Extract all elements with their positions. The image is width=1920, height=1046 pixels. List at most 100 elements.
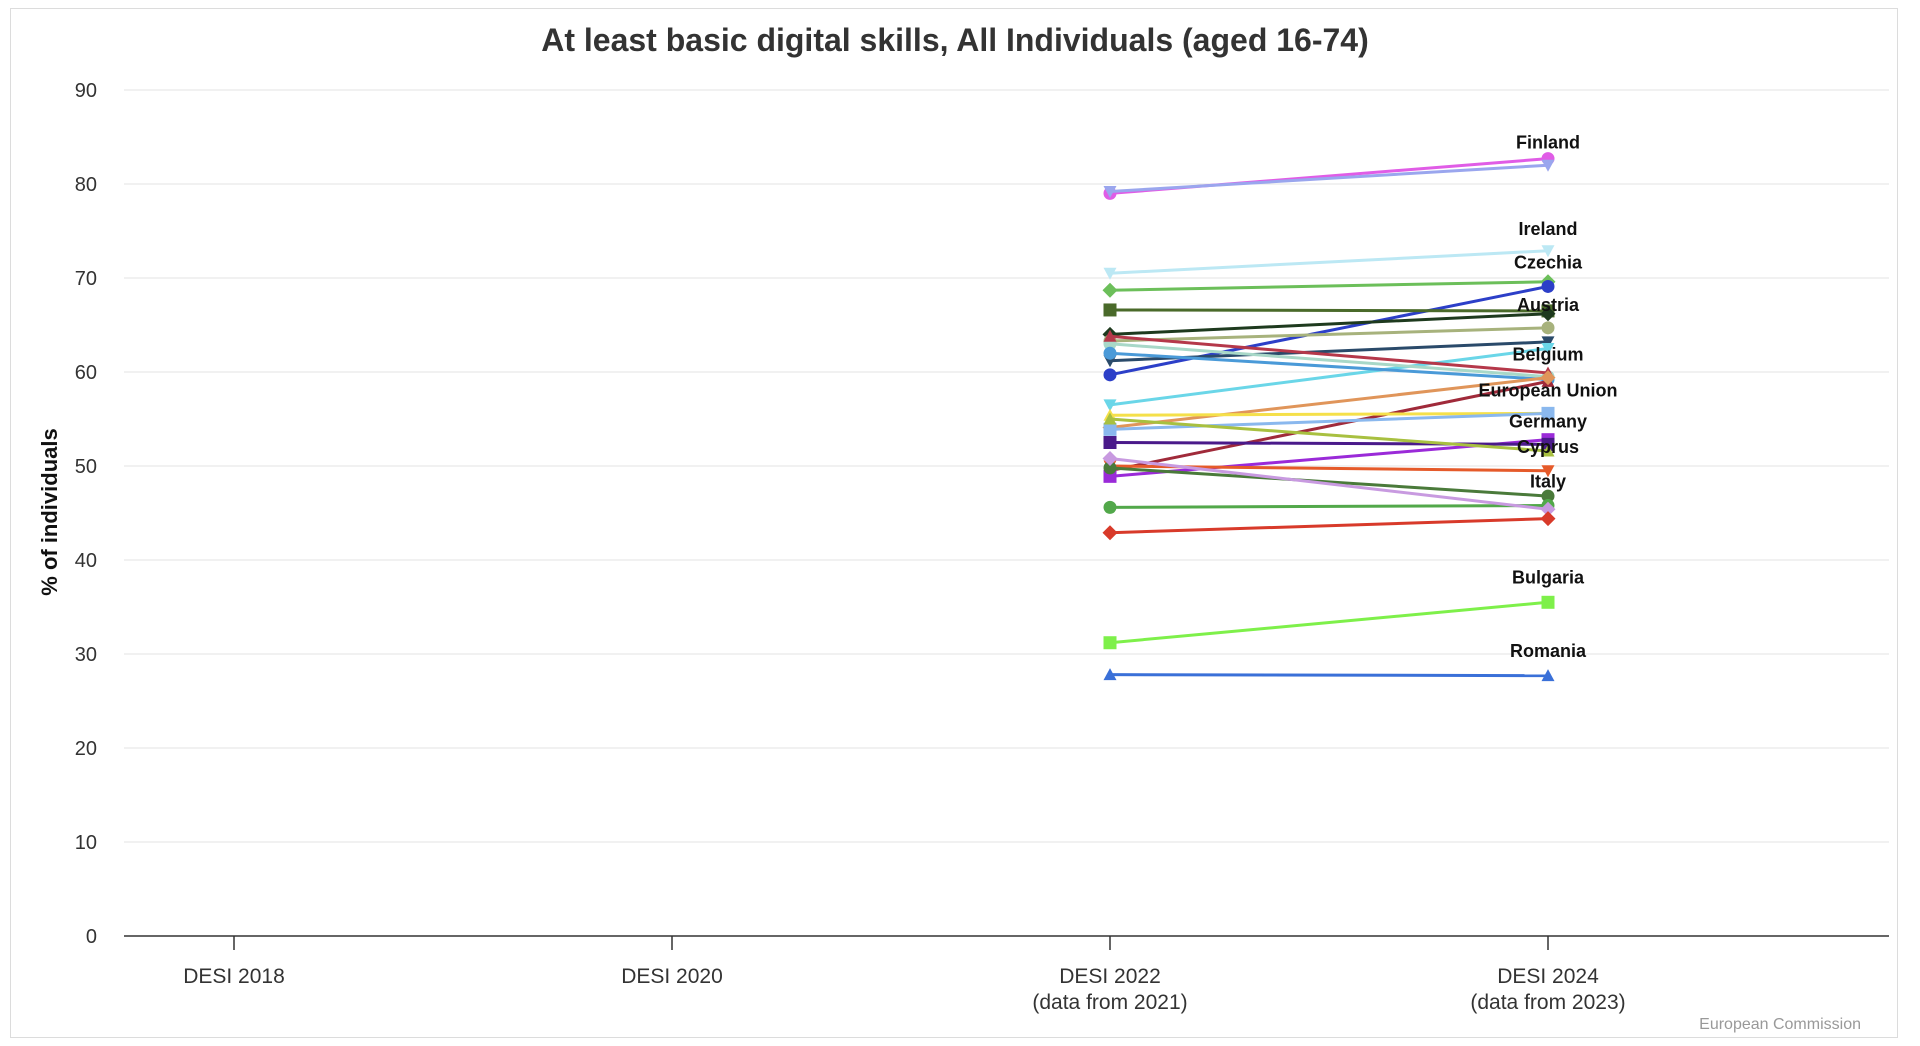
series-line-group xyxy=(1103,159,1555,199)
series-line xyxy=(1109,600,1549,645)
series-line xyxy=(1109,466,1549,498)
series-line xyxy=(1109,334,1549,375)
y-tick-label: 30 xyxy=(75,644,97,666)
y-tick-label: 10 xyxy=(75,832,97,854)
series-line-group xyxy=(1103,406,1555,421)
data-point xyxy=(1103,186,1117,199)
data-point xyxy=(1103,422,1117,436)
y-tick-label: 40 xyxy=(75,550,97,572)
series-line xyxy=(1109,376,1549,429)
y-tick-label: 80 xyxy=(75,174,97,196)
data-point xyxy=(1103,329,1117,342)
series-label: Italy xyxy=(1530,472,1566,492)
y-axis-label: % of individuals xyxy=(37,428,62,595)
series-line-group xyxy=(1102,511,1556,541)
credit-text: European Commission xyxy=(1699,1016,1861,1033)
data-point xyxy=(1541,336,1555,349)
data-point xyxy=(1103,636,1117,650)
series-line xyxy=(1109,417,1549,453)
data-point xyxy=(1541,159,1555,172)
series-line-group xyxy=(1103,406,1555,436)
series-line-group xyxy=(1103,279,1555,382)
y-tick-label: 20 xyxy=(75,738,97,760)
data-point xyxy=(1540,511,1556,527)
data-point xyxy=(1103,500,1117,514)
data-point xyxy=(1541,437,1555,451)
series-label: Cyprus xyxy=(1517,437,1579,457)
y-tick-label: 70 xyxy=(75,268,97,290)
data-point xyxy=(1541,444,1555,457)
series-line xyxy=(1109,517,1549,535)
x-tick-label: DESI 2024 xyxy=(1497,965,1599,988)
series-line xyxy=(1109,308,1549,313)
series-label: Bulgaria xyxy=(1512,568,1585,588)
series-line xyxy=(1109,411,1549,417)
data-point xyxy=(1103,436,1117,449)
series-line xyxy=(1109,342,1549,379)
series-line xyxy=(1109,351,1549,382)
series-line xyxy=(1109,163,1549,194)
series-line xyxy=(1109,312,1549,336)
series-line xyxy=(1109,503,1549,509)
data-point xyxy=(1541,279,1555,293)
series-label: Germany xyxy=(1509,411,1587,431)
data-point xyxy=(1541,406,1555,420)
chart-title: At least basic digital skills, All Indiv… xyxy=(541,22,1369,58)
series-line-group xyxy=(1102,450,1556,517)
x-tick-label: (data from 2021) xyxy=(1032,991,1187,1014)
data-point xyxy=(1541,245,1555,258)
series-line-group xyxy=(1103,595,1555,650)
series-label: Ireland xyxy=(1518,219,1577,239)
data-point xyxy=(1541,669,1555,682)
data-point xyxy=(1103,368,1117,382)
series-label: Belgium xyxy=(1512,345,1583,365)
data-point xyxy=(1103,399,1117,412)
series-line xyxy=(1109,673,1549,678)
data-point xyxy=(1103,346,1117,360)
data-point xyxy=(1541,343,1555,355)
series-line xyxy=(1109,411,1549,431)
data-point xyxy=(1102,282,1118,298)
data-point xyxy=(1102,525,1118,541)
series-line-group xyxy=(1103,343,1555,412)
x-tick-label: DESI 2018 xyxy=(183,965,285,988)
y-tick-label: 50 xyxy=(75,456,97,478)
series-label: Finland xyxy=(1516,132,1580,152)
data-point xyxy=(1540,501,1556,517)
data-point xyxy=(1103,303,1117,317)
y-tick-label: 0 xyxy=(86,926,97,948)
data-point xyxy=(1103,461,1117,475)
chart-frame: At least basic digital skills, All Indiv… xyxy=(10,8,1898,1038)
series-line xyxy=(1109,441,1549,446)
gridlines xyxy=(124,89,1889,843)
data-point xyxy=(1540,306,1556,322)
data-point xyxy=(1103,668,1117,681)
series-line-group xyxy=(1103,412,1555,457)
data-point xyxy=(1541,595,1555,609)
line-chart: At least basic digital skills, All Indiv… xyxy=(37,22,1889,1033)
series-line-group xyxy=(1103,152,1555,200)
series-label: Austria xyxy=(1517,295,1580,315)
series-line-group xyxy=(1103,460,1555,478)
series-line xyxy=(1109,249,1549,275)
data-point xyxy=(1540,370,1556,386)
series-label: Romania xyxy=(1510,641,1587,661)
series-line-group xyxy=(1103,461,1555,503)
y-tick-label: 60 xyxy=(75,362,97,384)
series-line xyxy=(1109,280,1549,292)
series-group xyxy=(1102,152,1556,682)
y-tick-label: 90 xyxy=(75,80,97,102)
series-label: European Union xyxy=(1479,380,1618,400)
x-tick-label: DESI 2020 xyxy=(621,965,723,988)
series-line xyxy=(1109,347,1549,407)
series-line xyxy=(1109,456,1549,511)
series-line-group xyxy=(1103,668,1555,682)
series-line-group xyxy=(1103,245,1555,280)
data-point xyxy=(1541,465,1555,478)
data-point xyxy=(1541,321,1555,335)
axes: 0 10 20 30 40 50 60 70 80 90 DESI 2018 DESI 2020 DES… xyxy=(75,80,1889,1014)
data-point xyxy=(1541,489,1555,503)
series-line xyxy=(1109,284,1549,377)
data-point xyxy=(1103,267,1117,280)
series-labels: Finland Ireland Czechia Austria Belgium Europ… xyxy=(1479,132,1618,661)
